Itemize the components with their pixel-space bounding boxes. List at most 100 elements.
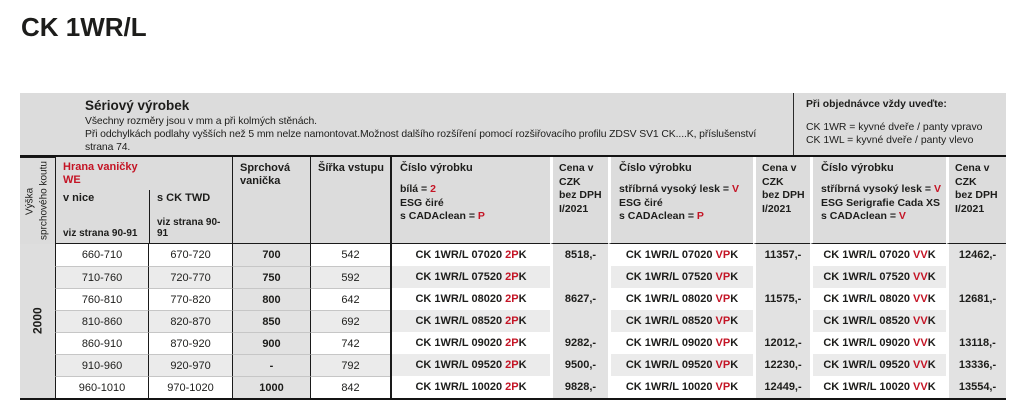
cell-entry-width: 542 xyxy=(310,244,390,266)
cell-tray-edge-ck-twd: 820-870 xyxy=(148,310,232,332)
product-code-base: CK 1WR/L 07520 xyxy=(625,271,716,283)
cell-price: 12449,- xyxy=(753,376,810,398)
cell-product-code: CK 1WR/L 08020 VV K xyxy=(810,288,946,310)
cell-entry-width: 642 xyxy=(310,288,390,310)
variant-description-silver-gloss: stříbrná vysoký lesk = V ESG čiré s CADAcl… xyxy=(619,183,749,224)
cell-tray-edge-ck-twd: 870-920 xyxy=(148,332,232,354)
variant-line: ESG Serigrafie Cada XS xyxy=(821,197,942,211)
product-code-base: CK 1WR/L 07020 xyxy=(823,249,914,261)
price-label-line: bez DPH xyxy=(762,189,805,202)
cell-product-code: CK 1WR/L 07020 VP K xyxy=(608,244,753,266)
product-code-variant: VP xyxy=(715,337,731,349)
cell-product-code: CK 1WR/L 10020 2P K xyxy=(390,376,550,398)
variant-text: stříbrná vysoký lesk = xyxy=(821,183,934,195)
product-number-label: Číslo výrobku xyxy=(821,162,894,174)
niche-label: v nice xyxy=(63,192,95,205)
ck-twd-see-page: viz strana 90-91 xyxy=(157,217,221,239)
cell-shower-tray: 1000 xyxy=(232,376,310,398)
cell-shower-tray: 850 xyxy=(232,310,310,332)
cell-tray-edge-niche: 860-910 xyxy=(55,332,148,354)
product-code-base: CK 1WR/L 08520 xyxy=(823,315,914,327)
column-header-tray-edge: Hrana vaničky WE v nice viz strana 90-91 … xyxy=(55,157,232,244)
tray-edge-title: Hrana vaničky WE xyxy=(56,157,232,187)
cell-price: 11575,- xyxy=(753,288,810,310)
cell-product-code: CK 1WR/L 08520 2P K xyxy=(390,310,550,332)
column-header-price-3: Cena v CZK bez DPH I/2021 xyxy=(946,157,1006,244)
price-label-line: bez DPH xyxy=(559,189,602,202)
serial-product-heading: Sériový výrobek xyxy=(85,98,190,113)
product-code-suffix: K xyxy=(927,381,936,393)
product-code-suffix: K xyxy=(730,271,739,283)
product-code-base: CK 1WR/L 07520 xyxy=(823,271,914,283)
product-code-base: CK 1WR/L 07020 xyxy=(415,249,506,261)
product-table-grid: Výška sprchového koutu Hrana vaničky WE v… xyxy=(20,157,1006,400)
cell-price: 8518,- xyxy=(550,244,608,266)
price-table: Sériový výrobek Všechny rozměry jsou v m… xyxy=(20,93,1006,400)
product-code-variant: 2P xyxy=(505,381,519,393)
product-code-base: CK 1WR/L 08020 xyxy=(823,293,914,305)
cell-product-code: CK 1WR/L 08520 VP K xyxy=(608,310,753,332)
cell-product-code: CK 1WR/L 10020 VP K xyxy=(608,376,753,398)
cell-price xyxy=(946,266,1006,288)
product-code-variant: VV xyxy=(913,381,928,393)
product-code-base: CK 1WR/L 09020 xyxy=(415,337,506,349)
tray-edge-subcolumns: v nice viz strana 90-91 s CK TWD viz str… xyxy=(56,190,232,243)
cell-shower-tray: 700 xyxy=(232,244,310,266)
cell-product-code: CK 1WR/L 07020 2P K xyxy=(390,244,550,266)
product-code-suffix: K xyxy=(927,293,936,305)
cell-entry-width: 692 xyxy=(310,310,390,332)
cell-tray-edge-ck-twd: 970-1020 xyxy=(148,376,232,398)
product-code-suffix: K xyxy=(730,315,739,327)
cell-tray-edge-niche: 960-1010 xyxy=(55,376,148,398)
cell-product-code: CK 1WR/L 09020 VV K xyxy=(810,332,946,354)
price-label-line: Cena v CZK xyxy=(559,162,594,188)
note-line: Všechny rozměry jsou v mm a při kolmých … xyxy=(85,116,317,127)
variant-text: ESG čiré xyxy=(400,196,444,209)
variant-code-letter: V xyxy=(731,183,739,195)
cell-tray-edge-niche: 760-810 xyxy=(55,288,148,310)
cell-product-code: CK 1WR/L 09520 VV K xyxy=(810,354,946,376)
cell-product-code: CK 1WR/L 09020 VP K xyxy=(608,332,753,354)
variant-line: bílá = 2 xyxy=(400,183,546,197)
product-code-base: CK 1WR/L 09520 xyxy=(823,359,914,371)
info-band: Sériový výrobek Všechny rozměry jsou v m… xyxy=(20,93,1006,157)
variant-code-letter: V xyxy=(898,210,906,223)
product-code-variant: VP xyxy=(715,293,731,305)
order-note-line: CK 1WR = kyvné dveře / panty vpravo xyxy=(806,121,983,133)
product-code-variant: 2P xyxy=(505,359,519,371)
column-header-niche: v nice viz strana 90-91 xyxy=(56,190,149,243)
product-code-suffix: K xyxy=(730,359,739,371)
variant-line: stříbrná vysoký lesk = V xyxy=(821,183,942,197)
variant-line: ESG čiré xyxy=(619,197,749,211)
product-code-suffix: K xyxy=(927,271,936,283)
cell-price: 12230,- xyxy=(753,354,810,376)
product-code-variant: VP xyxy=(715,381,731,393)
serial-product-note: Sériový výrobek Všechny rozměry jsou v m… xyxy=(20,93,793,155)
column-header-product-number-3: Číslo výrobku stříbrná vysoký lesk = V ES… xyxy=(810,157,946,244)
cell-product-code: CK 1WR/L 07520 VP K xyxy=(608,266,753,288)
product-code-base: CK 1WR/L 08520 xyxy=(415,315,506,327)
cell-tray-edge-ck-twd: 770-820 xyxy=(148,288,232,310)
product-code-variant: VP xyxy=(715,315,731,327)
cell-price xyxy=(550,310,608,332)
variant-line: ESG čiré xyxy=(400,197,546,211)
product-code-base: CK 1WR/L 09520 xyxy=(625,359,716,371)
product-code-variant: VV xyxy=(913,249,928,261)
cell-tray-edge-niche: 710-760 xyxy=(55,266,148,288)
order-note-line: CK 1WL = kyvné dveře / panty vlevo xyxy=(806,135,974,147)
column-header-entry-width: Šířka vstupu xyxy=(310,157,390,244)
product-code-base: CK 1WR/L 07020 xyxy=(625,249,716,261)
cell-entry-width: 592 xyxy=(310,266,390,288)
niche-see-page: viz strana 90-91 xyxy=(63,228,138,239)
product-code-suffix: K xyxy=(927,359,936,371)
shower-height-value: 2000 xyxy=(20,244,55,398)
cell-price: 12681,- xyxy=(946,288,1006,310)
variant-line: stříbrná vysoký lesk = V xyxy=(619,183,749,197)
product-code-variant: 2P xyxy=(505,249,519,261)
cell-shower-tray: 900 xyxy=(232,332,310,354)
cell-price: 9500,- xyxy=(550,354,608,376)
product-code-variant: 2P xyxy=(505,271,519,283)
variant-text: stříbrná vysoký lesk = xyxy=(619,183,732,195)
tray-edge-subtitle: WE xyxy=(63,174,81,187)
product-code-variant: VV xyxy=(913,359,928,371)
